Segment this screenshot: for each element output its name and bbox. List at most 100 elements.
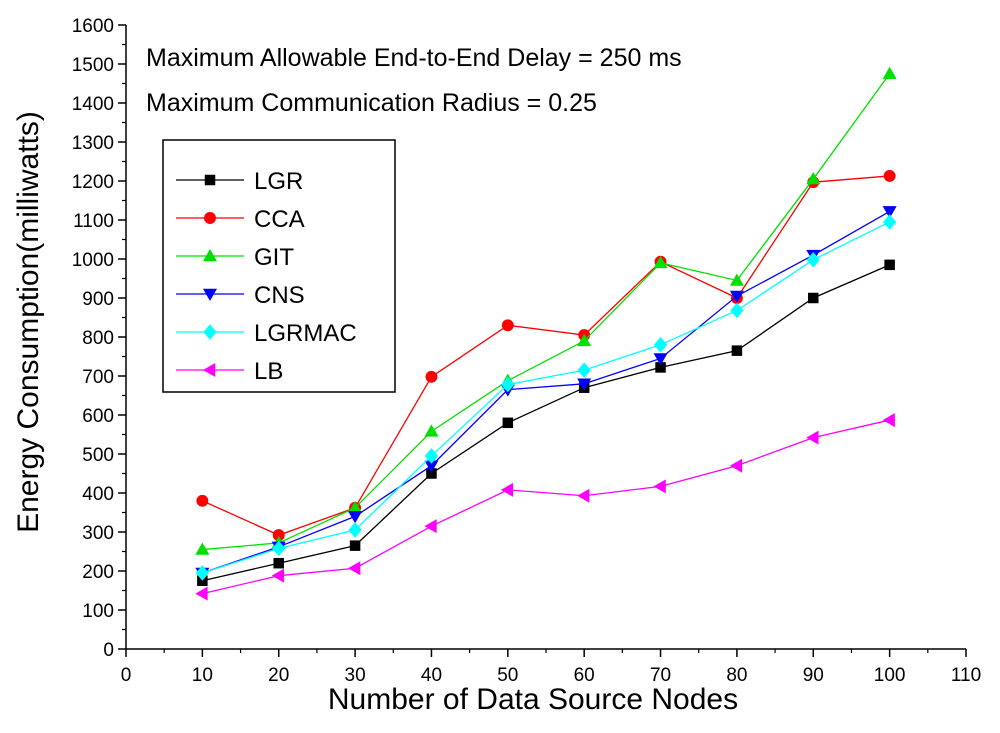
x-tick-label: 80	[726, 665, 747, 686]
legend-label-git: GIT	[254, 244, 294, 271]
series-line-lgr	[202, 264, 890, 582]
data-point-lb	[195, 586, 208, 601]
legend-label-lgrmac: LGRMAC	[254, 320, 357, 347]
x-tick-label: 100	[874, 665, 906, 686]
legend-label-lgr: LGR	[254, 168, 303, 195]
legend-marker-cns	[203, 288, 217, 301]
legend-label-cca: CCA	[254, 206, 305, 233]
legend-marker-cca	[204, 212, 216, 224]
x-tick-label: 90	[803, 665, 824, 686]
y-tick-label: 1300	[72, 133, 114, 154]
annotation-max-delay: Maximum Allowable End-to-End Delay = 250…	[146, 44, 682, 72]
data-point-lb	[348, 561, 361, 576]
data-point-git	[348, 500, 363, 514]
legend-box	[162, 139, 396, 393]
data-point-cns	[882, 206, 897, 219]
data-point-lgrmac	[730, 302, 744, 319]
data-point-lb	[653, 479, 666, 494]
data-point-lb	[806, 430, 819, 445]
data-point-lgr	[502, 417, 514, 429]
x-tick-label: 30	[345, 665, 366, 686]
data-point-cca	[883, 169, 896, 182]
y-tick-label: 700	[82, 367, 114, 388]
data-point-cca	[272, 529, 285, 542]
y-tick-label: 900	[82, 289, 114, 310]
x-tick-label: 0	[121, 665, 132, 686]
data-point-cns	[729, 290, 744, 304]
legend-item-cca: CCA	[176, 206, 305, 233]
series-line-lb	[202, 419, 890, 595]
data-point-lgrmac	[348, 522, 362, 538]
data-point-lb	[271, 568, 284, 583]
legend-item-cns: CNS	[176, 282, 305, 309]
x-axis: 0 10 20 30 40 50 60 70 80 90 100 110	[121, 648, 981, 686]
legend: LGR CCA GIT CNS LGRMAC LB	[162, 139, 396, 393]
series-line-git	[202, 73, 891, 551]
y-tick-label: 1400	[72, 94, 114, 115]
x-tick-label: 40	[421, 665, 442, 686]
data-point-lgr	[349, 540, 361, 551]
x-tick-label: 50	[497, 665, 518, 686]
y-tick-label: 200	[82, 562, 114, 583]
series-line-lgrmac	[202, 221, 890, 574]
data-point-lgrmac	[195, 565, 209, 581]
legend-marker-lb	[203, 363, 216, 377]
data-point-git	[653, 255, 668, 269]
series-lgrmac	[195, 214, 897, 581]
y-axis-title: Energy Consumption(milliwatts)	[12, 111, 45, 533]
data-point-lb	[882, 413, 895, 428]
legend-item-lgr: LGR	[176, 168, 303, 195]
data-point-lb	[577, 488, 590, 503]
x-tick-label: 20	[268, 665, 289, 686]
data-point-git	[806, 172, 821, 185]
series-lgr	[197, 259, 895, 586]
data-point-lgr	[808, 292, 819, 304]
data-point-lb	[729, 458, 743, 473]
legend-item-lb: LB	[176, 358, 283, 385]
y-tick-label: 500	[82, 445, 114, 466]
data-point-lgrmac	[424, 448, 439, 464]
data-point-lb	[500, 482, 514, 497]
data-point-cca	[196, 494, 209, 507]
data-point-lgrmac	[272, 540, 286, 557]
data-point-lgrmac	[653, 337, 668, 353]
annotation-max-radius: Maximum Communication Radius = 0.25	[146, 89, 597, 117]
y-tick-label: 0	[103, 640, 114, 661]
y-tick-label: 100	[82, 601, 114, 622]
legend-marker-lgrmac	[203, 324, 217, 340]
x-tick-label: 70	[650, 665, 671, 686]
legend-item-lgrmac: LGRMAC	[176, 320, 357, 347]
data-point-cca	[501, 319, 514, 332]
data-point-lgrmac	[806, 252, 820, 268]
series-lb	[195, 413, 895, 601]
legend-marker-git	[203, 249, 217, 262]
data-point-lgr	[884, 259, 895, 271]
x-tick-label: 60	[574, 665, 595, 686]
y-tick-label: 1000	[72, 250, 114, 271]
data-point-lgrmac	[501, 376, 515, 393]
data-point-git	[729, 273, 744, 286]
data-point-git	[195, 542, 210, 555]
series-layer	[195, 66, 897, 601]
y-tick-label: 600	[82, 406, 114, 427]
data-point-lgrmac	[883, 214, 897, 230]
x-tick-label: 10	[192, 665, 213, 686]
y-tick-label: 1500	[72, 55, 114, 76]
series-line-cca	[202, 175, 890, 536]
data-point-git	[424, 424, 439, 437]
y-tick-label: 800	[82, 328, 114, 349]
y-tick-label: 1200	[72, 172, 114, 193]
y-tick-label: 300	[82, 523, 114, 544]
data-point-git	[577, 333, 592, 347]
data-point-cca	[425, 370, 438, 383]
y-tick-label: 1100	[73, 211, 114, 232]
data-point-lgr	[731, 345, 743, 356]
data-point-lgrmac	[577, 362, 591, 378]
data-point-lgr	[426, 468, 437, 479]
legend-label-lb: LB	[254, 358, 283, 385]
legend-item-git: GIT	[176, 244, 294, 271]
data-point-lgr	[197, 575, 208, 586]
x-axis-title: Number of Data Source Nodes	[328, 683, 738, 716]
data-point-cns	[577, 378, 592, 391]
